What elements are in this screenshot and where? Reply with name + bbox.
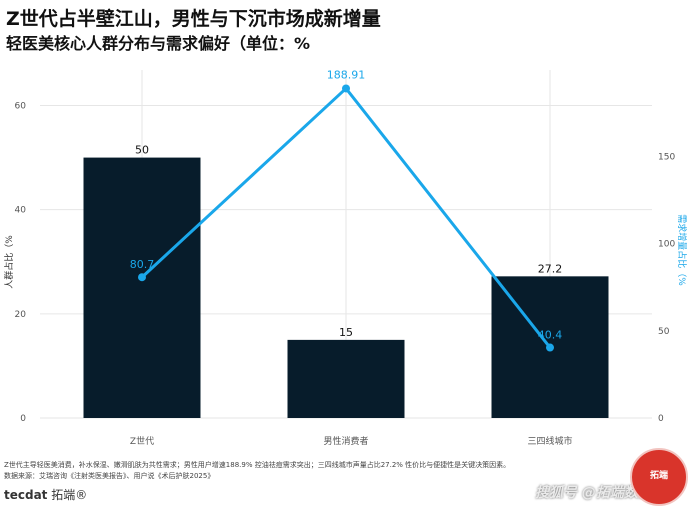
bar-2	[287, 339, 405, 418]
line-series: 80.7 188.91 40.4	[130, 68, 563, 352]
y-tick-left: 60	[15, 102, 27, 112]
x-tick-label: Z世代	[130, 435, 154, 447]
bar-1	[83, 157, 201, 419]
line-point-2	[342, 84, 350, 93]
stamp-icon: 拓端	[630, 448, 688, 506]
bar-value-label: 27.2	[538, 262, 563, 275]
chart-title: Z世代占半壁江山，男性与下沉市场成新增量	[6, 8, 381, 30]
logo-text: tecdat	[4, 488, 48, 502]
line-value-label: 40.4	[538, 329, 563, 342]
line-point-1	[138, 273, 146, 282]
y-tick-right: 150	[658, 152, 675, 162]
y-tick-left: 40	[15, 206, 27, 216]
bar-value-label: 15	[339, 326, 353, 339]
y-tick-right: 100	[658, 240, 675, 250]
stamp-text: 拓端	[649, 471, 668, 482]
bar-series: 50 15 27.2	[83, 144, 609, 419]
y-axis-title-left: 人群占比（%	[3, 235, 15, 289]
bar-value-label: 50	[135, 144, 149, 157]
y-tick-right: 50	[658, 327, 670, 337]
line-value-label: 188.91	[327, 68, 366, 81]
y-tick-left: 0	[20, 414, 26, 424]
y-tick-right: 0	[658, 414, 664, 424]
footnote-summary: Z世代主导轻医美消费，补水保湿、嫩滑肌肤为共性需求；男性用户增速188.9% 控…	[4, 461, 511, 469]
line-value-label: 80.7	[130, 258, 155, 271]
x-tick-label: 三四线城市	[527, 435, 572, 447]
logo-cn: 拓端®	[51, 488, 88, 502]
chart-subtitle: 轻医美核心人群分布与需求偏好（单位：%	[6, 34, 311, 53]
axes: 0 20 40 60 0 50 100 150 Z世代 男性消费者 三四线城市 人群占比（% 需求增量占…	[3, 102, 688, 448]
x-tick-label: 男性消费者	[323, 435, 368, 447]
line-point-3	[546, 343, 554, 352]
y-axis-title-right: 需求增量占比（%	[676, 214, 688, 286]
footnote-source: 数据来源：艾瑞咨询《注射类医美报告》、用户说《术后护肤2025》	[4, 472, 215, 480]
brand-logo: tecdat 拓端®	[4, 486, 87, 503]
y-tick-left: 20	[15, 310, 27, 320]
watermark: 搜狐号 @拓端数据	[535, 485, 652, 501]
